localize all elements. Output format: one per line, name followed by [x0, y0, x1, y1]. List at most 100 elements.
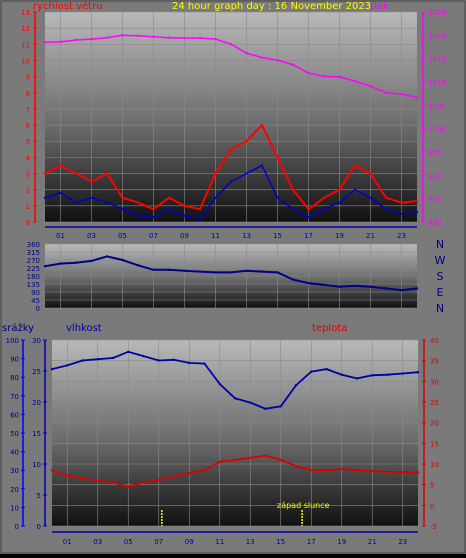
data-point — [415, 211, 419, 214]
direction-tick-label: 225 — [27, 265, 40, 273]
data-point — [188, 471, 191, 475]
humidity-tick-label: 15 — [32, 430, 41, 438]
direction-tick-label: 270 — [27, 257, 40, 265]
rain-tick-label: 90 — [10, 356, 19, 364]
data-point — [50, 469, 54, 472]
time-tick-label: 01 — [63, 538, 72, 546]
wind-tick-label: 1 — [26, 203, 30, 211]
data-point — [322, 207, 326, 211]
data-point — [96, 479, 99, 482]
data-point — [415, 96, 419, 99]
data-point — [233, 397, 237, 400]
wind-tick-label: 8 — [26, 90, 30, 98]
direction-series — [43, 255, 419, 292]
compass-label: N — [436, 302, 444, 315]
data-point — [229, 180, 233, 183]
data-point — [294, 384, 298, 387]
data-point — [249, 456, 252, 459]
data-point — [74, 261, 78, 264]
time-tick-label: 21 — [368, 538, 377, 546]
data-point — [307, 215, 310, 219]
data-point — [198, 36, 202, 40]
data-point — [203, 362, 206, 365]
wind-series — [43, 34, 419, 220]
data-point — [322, 283, 326, 287]
time-tick-label: 05 — [124, 538, 133, 546]
data-point — [338, 285, 341, 288]
wind-plot-area — [45, 12, 417, 222]
data-point — [167, 207, 171, 211]
data-point — [74, 201, 78, 204]
data-point — [340, 373, 343, 376]
temperature-tick-label: -5 — [430, 523, 437, 531]
data-point — [369, 285, 372, 288]
data-point — [172, 475, 176, 478]
data-point — [371, 374, 374, 377]
temperature-tick-label: 20 — [430, 420, 439, 428]
compass-label: S — [437, 270, 444, 283]
data-point — [136, 201, 140, 204]
rain-tick-label: 40 — [10, 449, 19, 457]
rain-tick-label: 0 — [15, 523, 19, 531]
data-point — [384, 196, 388, 199]
data-point — [214, 196, 217, 199]
data-point — [218, 382, 221, 386]
rain-axis-title: srážky — [2, 322, 34, 334]
data-point — [121, 196, 124, 199]
wind-tick-label: 12 — [21, 25, 30, 33]
humidity-tick-label: 5 — [37, 492, 41, 500]
pressure-tick-label: 1020 — [428, 32, 446, 40]
data-point — [353, 79, 357, 83]
data-point — [415, 199, 419, 203]
data-point — [81, 477, 84, 480]
pressure-tick-label: 985 — [428, 196, 441, 204]
data-point — [279, 405, 282, 408]
data-point — [400, 201, 403, 204]
data-point — [43, 196, 47, 199]
data-point — [203, 469, 206, 472]
data-point — [338, 75, 341, 79]
direction-tick-label: 315 — [27, 249, 40, 257]
temperature-tick-label: 10 — [430, 461, 439, 469]
data-point — [152, 35, 155, 38]
data-point — [198, 270, 202, 273]
time-tick-label: 13 — [246, 538, 255, 546]
data-point — [229, 148, 233, 151]
data-point — [371, 469, 374, 473]
data-point — [276, 196, 279, 199]
data-point — [276, 156, 279, 159]
temperature-tick-label: 35 — [430, 358, 439, 366]
data-point — [401, 471, 404, 474]
humidity-axis-title: vlhkost — [66, 323, 102, 334]
data-point — [157, 478, 160, 481]
data-point — [245, 269, 248, 272]
humidity-series — [50, 350, 420, 526]
data-point — [183, 204, 186, 208]
data-point — [229, 271, 233, 274]
data-point — [183, 36, 186, 40]
pressure-tick-label: 1010 — [428, 79, 446, 87]
data-point — [260, 164, 264, 167]
data-point — [310, 370, 313, 373]
data-point — [183, 214, 186, 217]
data-point — [198, 217, 202, 220]
temperature-tick-label: 40 — [430, 337, 439, 345]
data-point — [416, 471, 420, 474]
data-point — [74, 172, 78, 175]
data-point — [355, 377, 359, 380]
time-tick-label: 13 — [242, 232, 251, 240]
data-point — [260, 56, 264, 59]
wind-tick-label: 2 — [26, 187, 30, 195]
data-point — [66, 364, 69, 367]
pressure-tick-label: 990 — [428, 172, 441, 180]
data-point — [105, 172, 109, 175]
data-point — [152, 215, 155, 219]
data-point — [214, 271, 217, 274]
data-point — [276, 271, 279, 274]
temperature-tick-label: 0 — [430, 502, 434, 510]
data-point — [310, 469, 313, 472]
wind-tick-label: 3 — [26, 171, 30, 179]
